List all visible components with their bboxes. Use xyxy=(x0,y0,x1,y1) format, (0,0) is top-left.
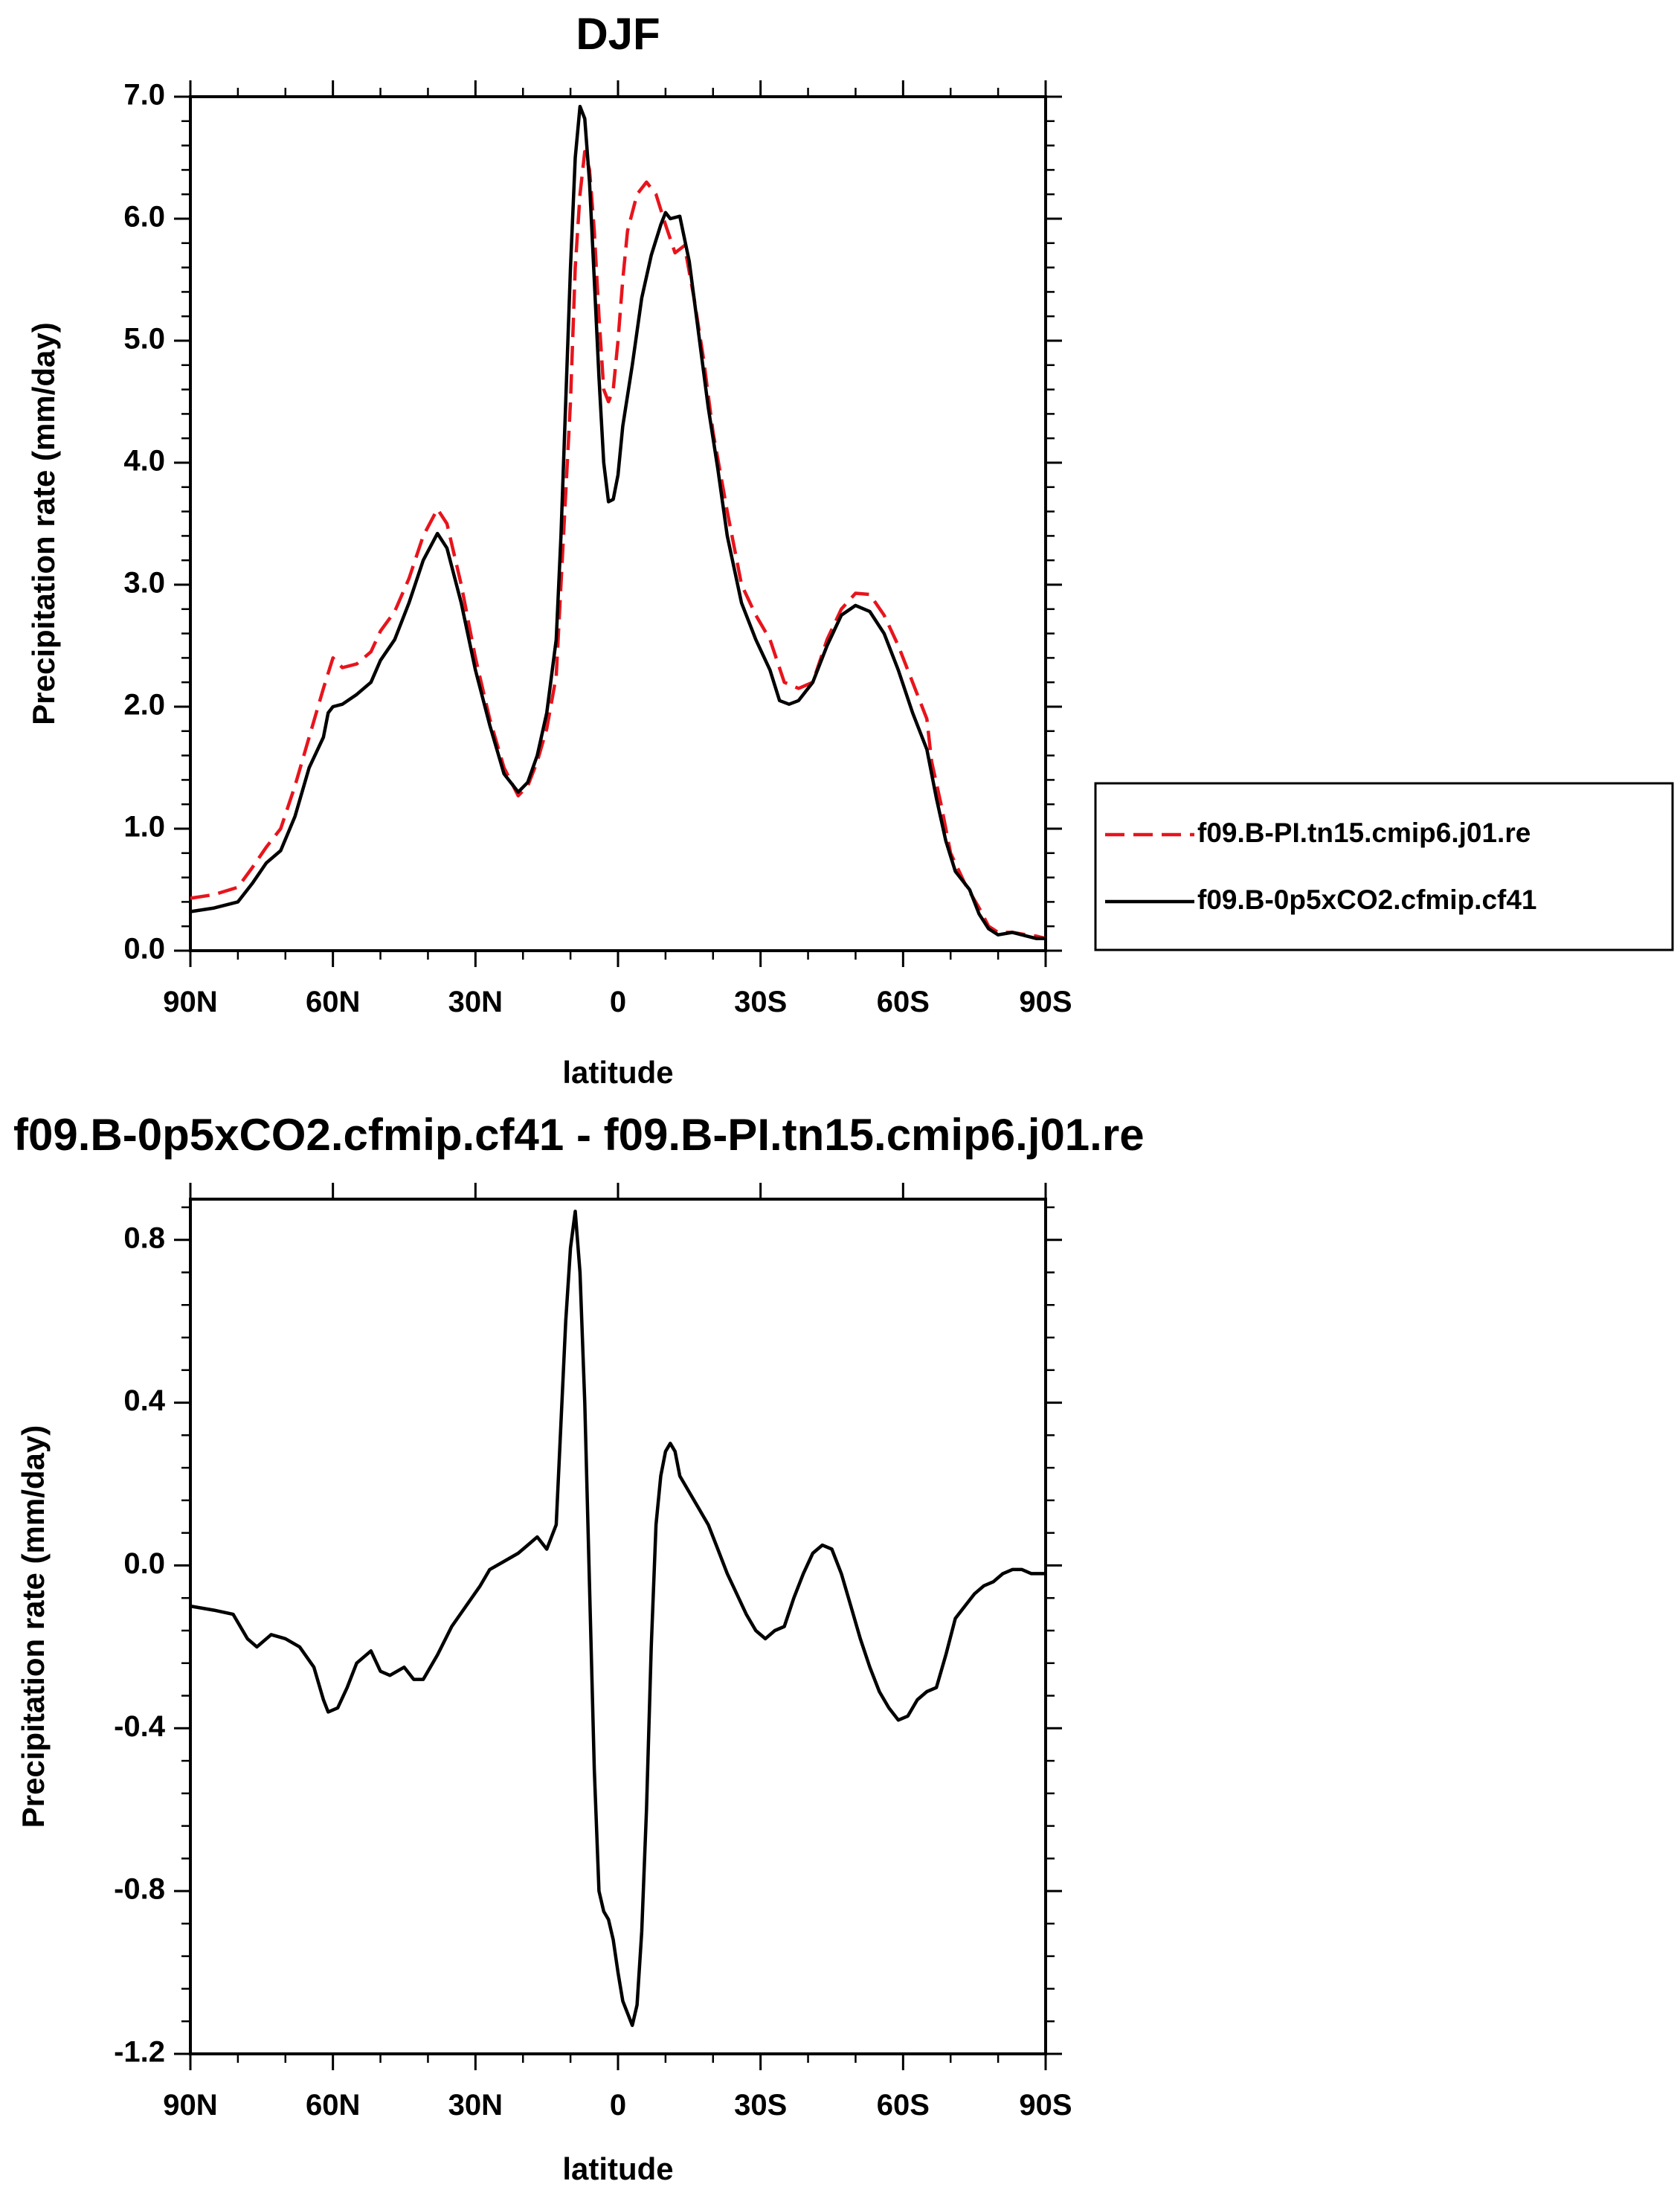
chart-title: f09.B-0p5xCO2.cfmip.cf41 - f09.B-PI.tn15… xyxy=(13,1110,1145,1160)
plot-frame xyxy=(189,1198,1047,2055)
x-tick-label: 90N xyxy=(163,2089,217,2122)
x-tick-label: 60N xyxy=(306,986,360,1018)
y-tick-label: 0.0 xyxy=(123,933,165,966)
y-tick-label: 0.4 xyxy=(123,1384,165,1417)
series-line-black-solid xyxy=(190,1210,1046,2027)
y-axis-label: Precipitation rate (mm/day) xyxy=(16,1425,51,1828)
legend: f09.B-PI.tn15.cmip6.j01.re f09.B-0p5xCO2.… xyxy=(1094,782,1674,951)
legend-entry-label: f09.B-0p5xCO2.cfmip.cf41 xyxy=(1197,884,1537,915)
y-tick-label: 1.0 xyxy=(123,811,165,844)
y-tick-label: 7.0 xyxy=(123,79,165,112)
series-line-black-solid xyxy=(190,104,1046,940)
y-tick-label: 4.0 xyxy=(123,445,165,478)
chart-title: DJF xyxy=(576,9,660,59)
x-tick-label: 90N xyxy=(163,986,217,1018)
x-tick-label: 30S xyxy=(734,986,787,1018)
bottom-panel-difference: f09.B-0p5xCO2.cfmip.cf41 - f09.B-PI.tn15… xyxy=(13,1110,1145,2186)
x-axis-label: latitude xyxy=(562,1055,673,1090)
x-tick-label: 0 xyxy=(610,986,626,1018)
x-axis-label: latitude xyxy=(562,2151,673,2186)
x-tick-label: 0 xyxy=(610,2089,626,2122)
top-panel-djf: DJF 90N 60N 30N 0 30S 60S 90S 0.0 1.0 2.0 3.0 4.0 5.0… xyxy=(26,9,1072,1090)
x-tick-label: 60N xyxy=(306,2089,360,2122)
y-tick-label: 5.0 xyxy=(123,323,165,356)
x-tick-label: 30N xyxy=(448,986,503,1018)
x-tick-label: 90S xyxy=(1019,986,1072,1018)
x-tick-label: 90S xyxy=(1019,2089,1072,2122)
y-tick-label: -0.8 xyxy=(114,1873,165,1906)
legend-box xyxy=(1094,782,1674,951)
x-tick-label: 30S xyxy=(734,2089,787,2122)
y-tick-label: -1.2 xyxy=(114,2036,165,2069)
x-tick-label: 30N xyxy=(448,2089,503,2122)
y-tick-label: -0.4 xyxy=(114,1710,166,1743)
legend-entry-label: f09.B-PI.tn15.cmip6.j01.re xyxy=(1197,818,1531,848)
y-axis-label: Precipitation rate (mm/day) xyxy=(26,322,61,725)
y-tick-label: 2.0 xyxy=(123,689,165,722)
y-tick-label: 3.0 xyxy=(123,567,165,600)
x-tick-label: 60S xyxy=(877,2089,930,2122)
x-tick-label: 60S xyxy=(877,986,930,1018)
plot-frame xyxy=(189,95,1047,952)
y-tick-label: 0.8 xyxy=(123,1221,165,1254)
y-tick-label: 0.0 xyxy=(123,1547,165,1580)
series-line-red-dashed xyxy=(190,150,1046,940)
y-tick-label: 6.0 xyxy=(123,201,165,234)
